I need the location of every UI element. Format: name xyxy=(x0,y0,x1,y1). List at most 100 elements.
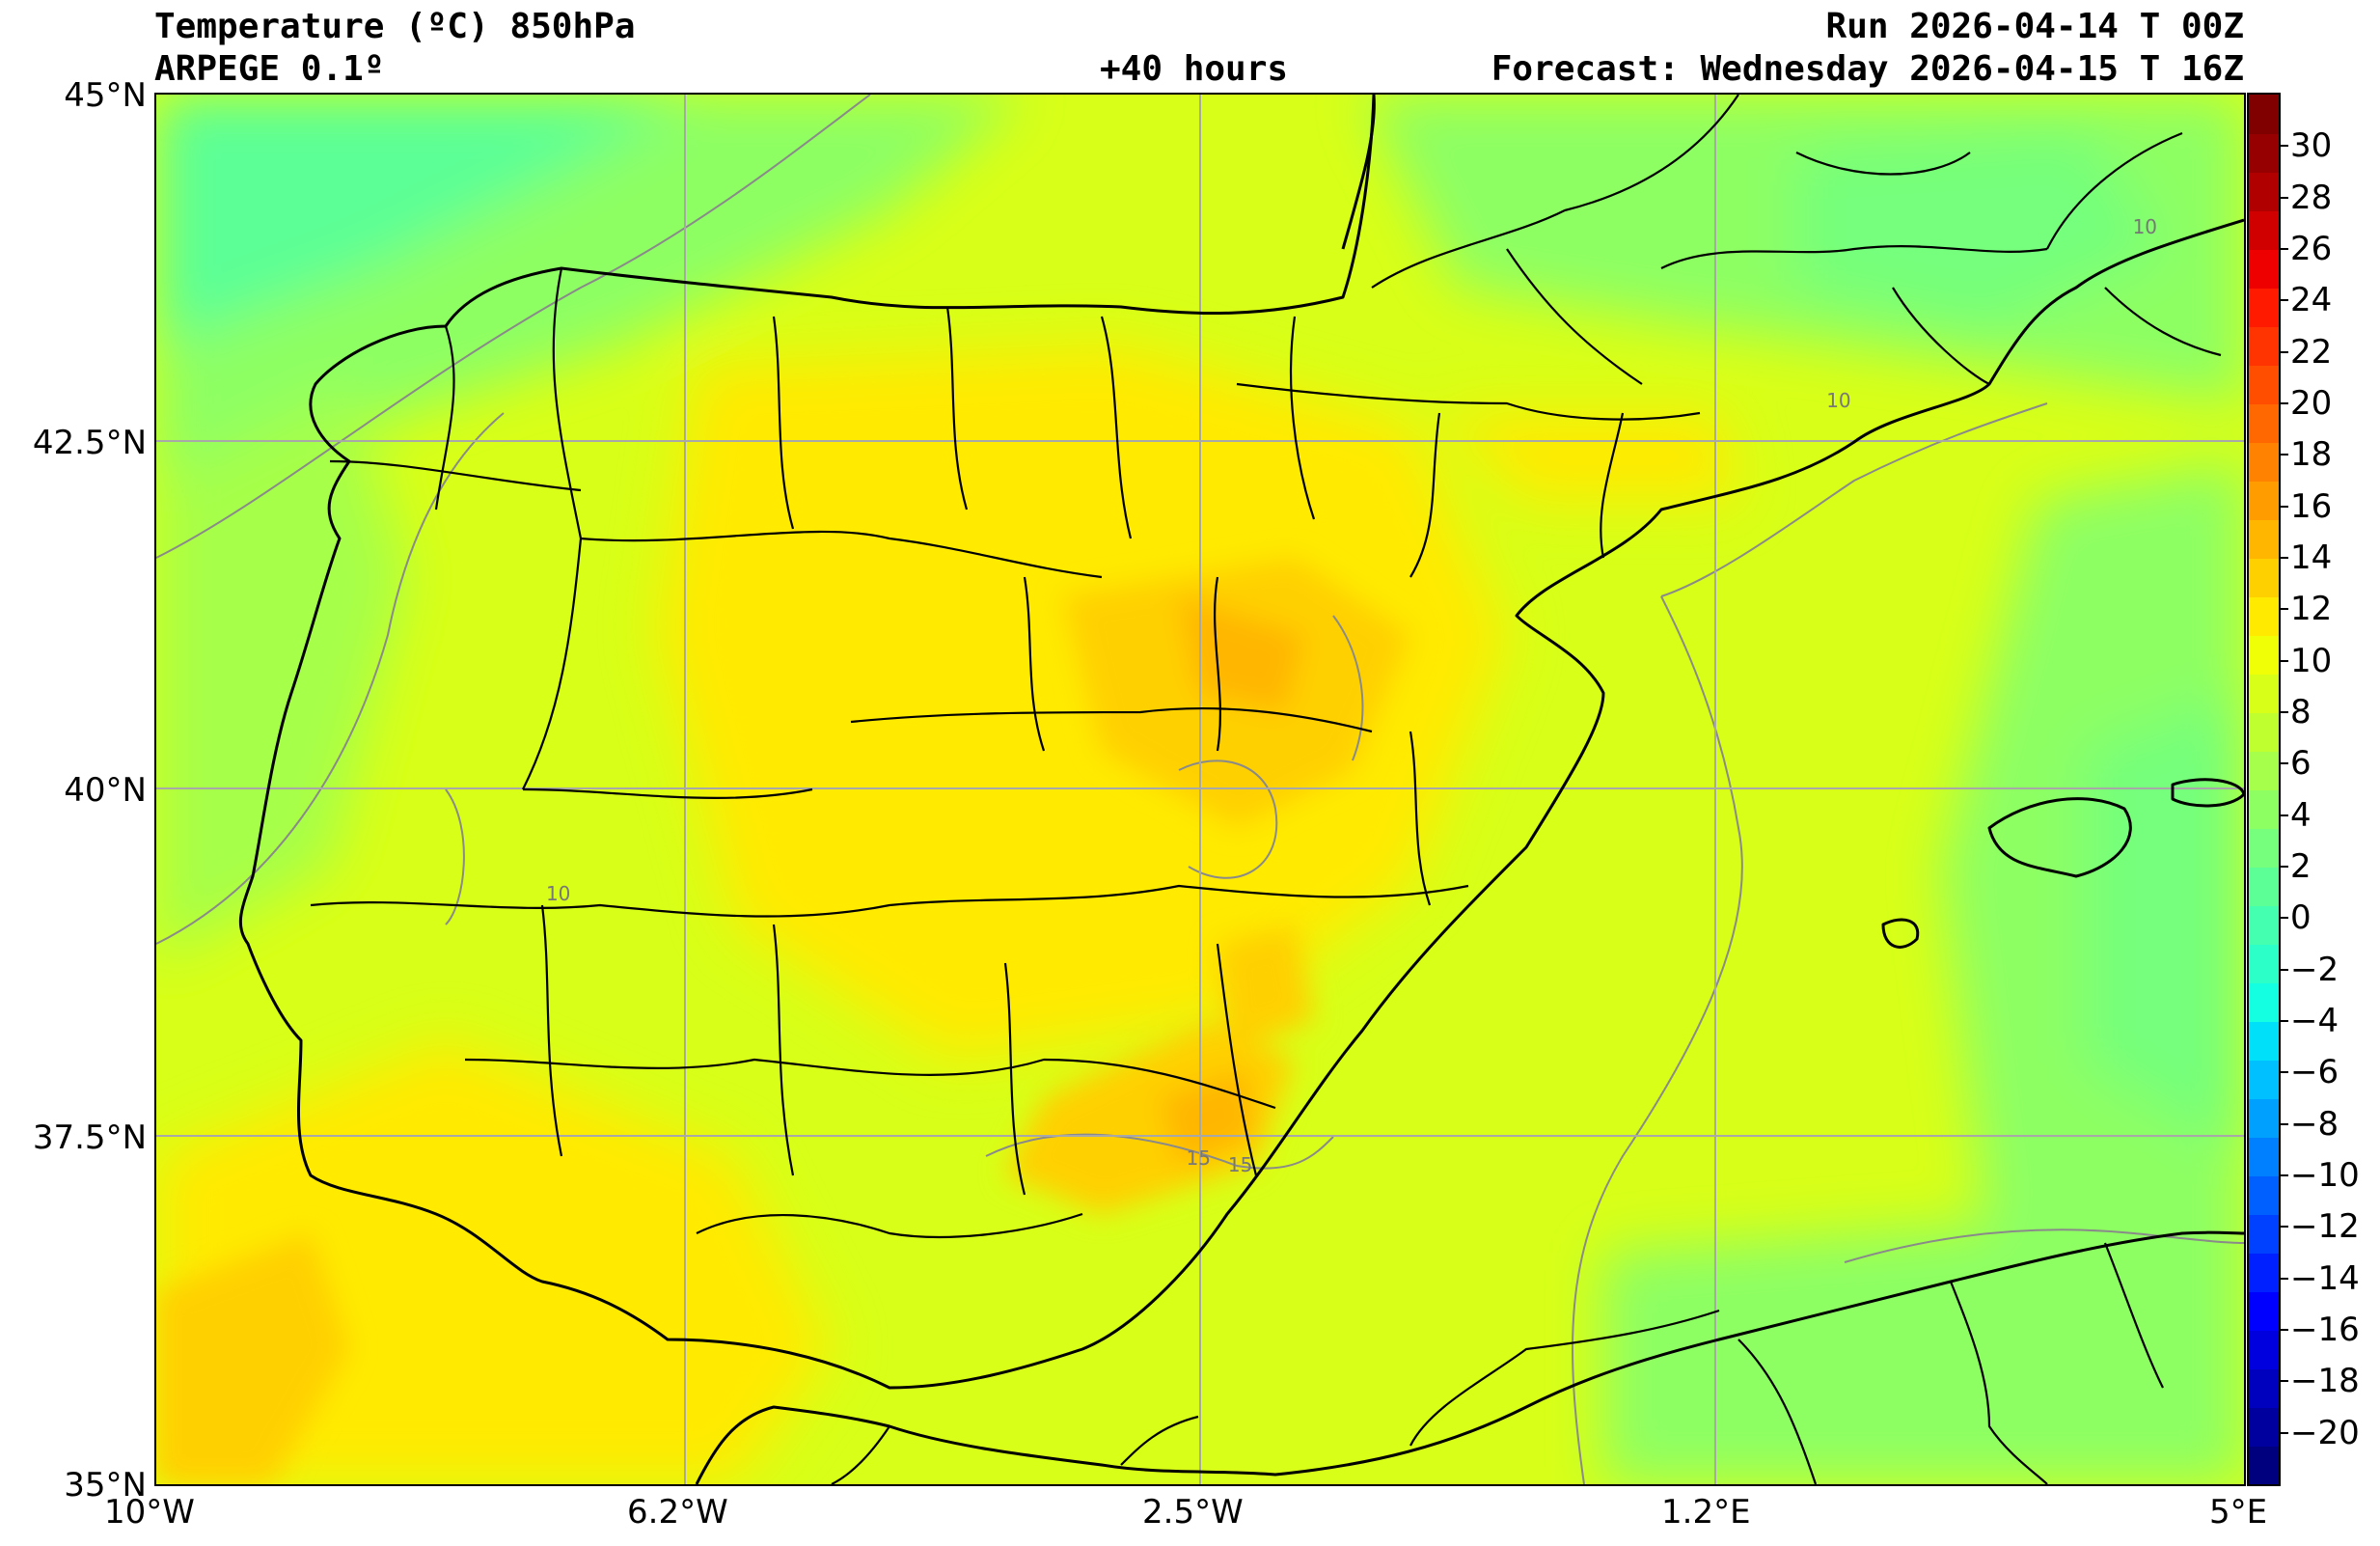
colorbar-label: 2 xyxy=(2290,847,2312,886)
colorbar-label: 22 xyxy=(2290,332,2333,372)
colorbar-tick xyxy=(2281,454,2288,456)
colorbar-tick xyxy=(2281,866,2288,868)
colorbar-segment xyxy=(2249,1446,2279,1484)
contour-labels: 10 10 10 15 15 xyxy=(546,215,2157,1176)
colorbar-label: 12 xyxy=(2290,590,2333,629)
colorbar-label: −4 xyxy=(2290,1002,2339,1040)
colorbar-segment xyxy=(2249,1175,2279,1215)
colorbar-label: 10 xyxy=(2290,641,2333,680)
contour-label: 15 xyxy=(1228,1153,1252,1176)
colorbar-label: 30 xyxy=(2290,126,2333,166)
colorbar-tick xyxy=(2281,1380,2288,1383)
colorbar-tick xyxy=(2281,1431,2288,1434)
colorbar-segment xyxy=(2249,365,2279,404)
colorbar-segment xyxy=(2249,172,2279,211)
colorbar-segment xyxy=(2249,519,2279,559)
temperature-field xyxy=(156,95,2244,1484)
colorbar-tick xyxy=(2281,1020,2288,1022)
contour-label: 10 xyxy=(1826,389,1850,412)
colorbar-segment xyxy=(2249,249,2279,289)
contour-label: 15 xyxy=(1187,1146,1211,1170)
model-name: ARPEGE 0.1º xyxy=(154,49,385,89)
colorbar-tick xyxy=(2281,1329,2288,1331)
lat-tick-label: 40°N xyxy=(64,771,147,810)
colorbar-segment xyxy=(2249,596,2279,636)
colorbar-label: 28 xyxy=(2290,178,2333,217)
colorbar-segment xyxy=(2249,133,2279,173)
colorbar-tick xyxy=(2281,505,2288,508)
colorbar-label: −18 xyxy=(2290,1362,2360,1401)
lon-tick-label: 2.5°W xyxy=(1142,1493,1244,1532)
colorbar-segment xyxy=(2249,210,2279,250)
colorbar-segment xyxy=(2249,905,2279,945)
colorbar-label: 6 xyxy=(2290,744,2312,784)
colorbar-segment xyxy=(2249,1253,2279,1292)
colorbar-tick xyxy=(2281,1226,2288,1229)
colorbar-segment xyxy=(2249,828,2279,868)
colorbar-segment xyxy=(2249,326,2279,366)
temperature-map: 10 10 10 15 15 xyxy=(154,93,2246,1486)
coastlines xyxy=(238,95,2244,1484)
colorbar-tick xyxy=(2281,1071,2288,1074)
forecast-time: Forecast: Wednesday 2026-04-15 T 16Z xyxy=(1491,49,2244,89)
colorbar-label: −10 xyxy=(2290,1156,2360,1195)
colorbar-label: −20 xyxy=(2290,1413,2360,1452)
lat-tick-label: 45°N xyxy=(64,76,147,115)
lon-tick-label: 10°W xyxy=(104,1493,195,1532)
colorbar-tick xyxy=(2281,711,2288,713)
colorbar-tick xyxy=(2281,608,2288,611)
colorbar-segment xyxy=(2249,867,2279,906)
colorbar-label: 24 xyxy=(2290,281,2333,320)
lon-tick-label: 1.2°E xyxy=(1661,1493,1751,1532)
colorbar-tick xyxy=(2281,145,2288,148)
colorbar-segment xyxy=(2249,635,2279,675)
colorbar-tick xyxy=(2281,1174,2288,1176)
colorbar-tick xyxy=(2281,248,2288,250)
colorbar-label: −12 xyxy=(2290,1207,2360,1247)
admin-borders xyxy=(310,95,2222,1484)
colorbar-segment xyxy=(2249,1060,2279,1099)
colorbar xyxy=(2247,93,2281,1486)
colorbar-segment xyxy=(2249,982,2279,1022)
lat-tick-label: 42.5°N xyxy=(32,424,147,462)
colorbar-segment xyxy=(2249,95,2279,134)
colorbar-tick xyxy=(2281,659,2288,662)
lon-tick-label: 5°E xyxy=(2209,1493,2268,1532)
colorbar-label: −2 xyxy=(2290,950,2339,989)
contour-label: 10 xyxy=(546,882,570,905)
colorbar-label: 26 xyxy=(2290,230,2333,268)
run-time: Run 2026-04-14 T 00Z xyxy=(1825,7,2244,46)
colorbar-tick xyxy=(2281,814,2288,816)
colorbar-segment xyxy=(2249,558,2279,597)
colorbar-tick xyxy=(2281,402,2288,404)
colorbar-label: −14 xyxy=(2290,1258,2360,1298)
colorbar-tick xyxy=(2281,1122,2288,1125)
colorbar-label: 8 xyxy=(2290,693,2312,732)
colorbar-segment xyxy=(2249,288,2279,327)
colorbar-segment xyxy=(2249,1291,2279,1331)
colorbar-tick xyxy=(2281,350,2288,353)
colorbar-segment xyxy=(2249,1368,2279,1408)
lat-tick-label: 35°N xyxy=(64,1466,147,1505)
colorbar-tick xyxy=(2281,196,2288,199)
colorbar-segment xyxy=(2249,1330,2279,1369)
colorbar-tick xyxy=(2281,762,2288,765)
colorbar-tick xyxy=(2281,917,2288,920)
colorbar-segment xyxy=(2249,944,2279,983)
isotherms xyxy=(156,95,2244,1484)
colorbar-segment xyxy=(2249,751,2279,790)
colorbar-tick xyxy=(2281,299,2288,302)
colorbar-segment xyxy=(2249,1137,2279,1176)
colorbar-label: 20 xyxy=(2290,384,2333,423)
map-canvas: 10 10 10 15 15 xyxy=(156,95,2244,1484)
lat-tick-label: 37.5°N xyxy=(32,1118,147,1157)
colorbar-label: 16 xyxy=(2290,486,2333,526)
colorbar-label: 14 xyxy=(2290,538,2333,577)
colorbar-segment xyxy=(2249,1214,2279,1254)
colorbar-segment xyxy=(2249,674,2279,713)
map-title: Temperature (ºC) 850hPa xyxy=(154,7,636,46)
colorbar-tick xyxy=(2281,557,2288,559)
colorbar-tick xyxy=(2281,1277,2288,1280)
colorbar-segment xyxy=(2249,1407,2279,1447)
colorbar-label: −8 xyxy=(2290,1104,2339,1144)
